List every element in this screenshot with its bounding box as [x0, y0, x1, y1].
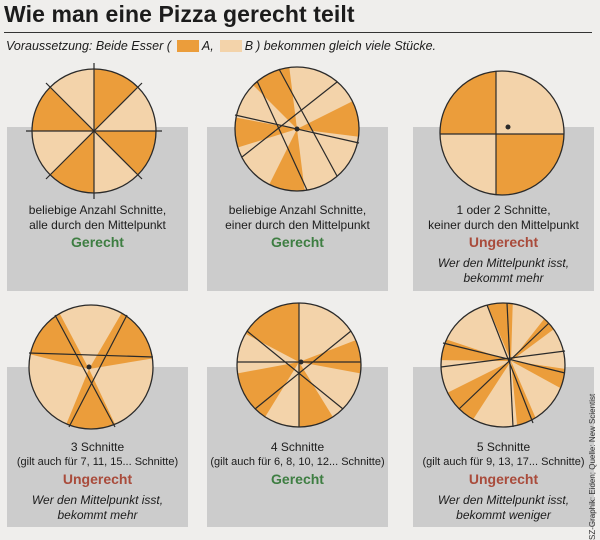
slice-b [94, 87, 156, 131]
swatch-b [219, 40, 242, 52]
pizza-3 [439, 70, 565, 196]
cut-line [45, 82, 143, 180]
credit-line: SZ-Graphik: Eiden; Quelle: New Scientist [588, 393, 597, 540]
cut-line [442, 342, 566, 374]
panel-6-note2: bekommt weniger [456, 508, 551, 522]
pizza-outline [234, 66, 360, 192]
slice-a [32, 87, 94, 131]
panel-3-cuts2: keiner durch den Mittelpunkt [428, 218, 579, 232]
quarter-a [496, 134, 564, 195]
pizza-5 [236, 302, 362, 428]
cut-line [241, 81, 338, 158]
panel-1-cuts2: alle durch den Mittelpunkt [29, 218, 166, 232]
panel-3-note2: bekommt mehr [463, 271, 544, 285]
pizza-outline [236, 302, 362, 428]
pizza-outline [28, 304, 154, 430]
cut-line [68, 314, 128, 428]
panel-5-cuts: 4 Schnitte [270, 440, 325, 454]
center-point [86, 364, 92, 370]
slice-b [94, 131, 138, 193]
center-point [505, 124, 511, 130]
premise-label-b: B [244, 39, 254, 53]
panel-5-cuts2: (gilt auch für 6, 8, 10, 12... Schnitte) [210, 456, 385, 468]
quarter-b [496, 71, 564, 134]
pizza-3-slices [440, 71, 564, 195]
panel-3-verdict: Ungerecht [468, 234, 539, 250]
center-point [298, 359, 304, 365]
slice-a [299, 335, 361, 375]
slice-b [50, 69, 94, 131]
pizza-4 [28, 304, 154, 430]
premise-after: ) bekommen gleich viele Stücke. [256, 39, 437, 53]
cut-line [440, 350, 566, 368]
panel-4-cuts2: (gilt auch für 7, 11, 15... Schnitte) [16, 456, 179, 468]
pizza-outline [440, 302, 566, 428]
premise-line: Voraussetzung: Beide Esser ( A, B ) beko… [6, 39, 436, 53]
panel-3-cuts: 1 oder 2 Schnitte, [456, 203, 551, 217]
title-rule [4, 32, 592, 33]
slice-a [94, 69, 138, 131]
panel-4-note: Wer den Mittelpunkt isst, [31, 493, 164, 507]
pizza-1-slices [32, 69, 156, 193]
slice-a [483, 303, 513, 361]
cut-line [54, 314, 116, 428]
swatch-a [176, 40, 199, 52]
panel-4-verdict: Ungerecht [62, 471, 133, 487]
panel-2-cuts2: einer durch den Mittelpunkt [225, 218, 370, 232]
cut-line [506, 302, 514, 428]
cut-line [28, 352, 154, 358]
slice-a [61, 369, 121, 429]
cut-line [278, 68, 338, 177]
cut-line [256, 80, 308, 191]
panel-3-note: Wer den Mittelpunkt isst, [437, 256, 570, 270]
slice-a [94, 131, 156, 175]
page-title: Wie man eine Pizza gerecht teilt [4, 1, 355, 27]
panel-2-verdict: Gerecht [271, 234, 324, 250]
panel-4-note2: bekommt mehr [57, 508, 138, 522]
panel-1-cuts: beliebige Anzahl Schnitte, [28, 203, 167, 217]
pizza-1 [26, 63, 162, 199]
slice-a [511, 361, 543, 427]
panel-1-verdict: Gerecht [71, 234, 124, 250]
pizza-outline [31, 68, 157, 194]
slice-a [50, 131, 94, 193]
cut-line [254, 330, 352, 410]
panel-6-verdict: Ungerecht [468, 471, 539, 487]
center-point [294, 126, 300, 132]
panel-2-cuts: beliebige Anzahl Schnitte, [228, 203, 367, 217]
premise-before: Voraussetzung: Beide Esser ( [6, 39, 171, 53]
cut-line [246, 330, 344, 410]
pizza-2 [234, 66, 360, 192]
cut-line [458, 322, 550, 410]
panel-6-note: Wer den Mittelpunkt isst, [437, 493, 570, 507]
panel-6-cuts: 5 Schnitte [476, 440, 531, 454]
panel-5-verdict: Gerecht [271, 471, 324, 487]
premise-label-a: A, [201, 39, 214, 53]
pizza-outline [439, 70, 565, 196]
panel-6-cuts2: (gilt auch für 9, 13, 17... Schnitte) [422, 456, 585, 468]
panel-4-cuts: 3 Schnitte [70, 440, 125, 454]
slice-a [511, 361, 565, 395]
pizza-6 [440, 302, 566, 428]
slice-b [32, 131, 94, 175]
